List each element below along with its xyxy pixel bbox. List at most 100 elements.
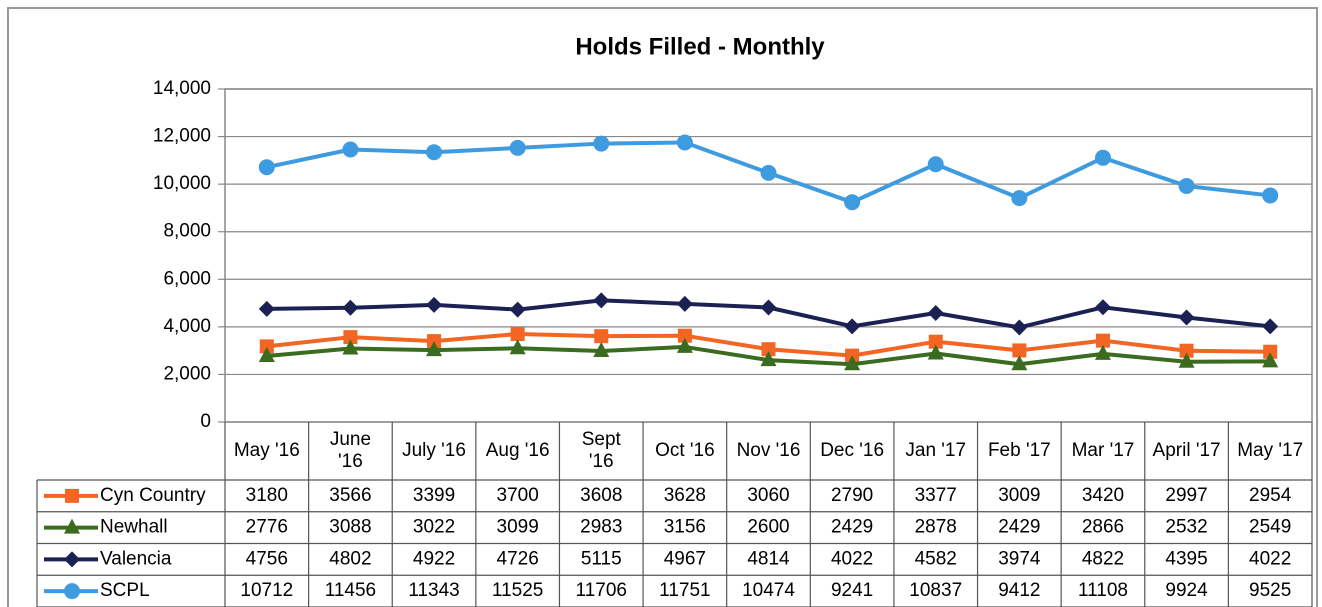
- marker: [1178, 309, 1195, 326]
- marker: [1263, 344, 1278, 359]
- table-value: 11751: [659, 580, 710, 601]
- y-tick-label: 10,000: [153, 173, 211, 194]
- table-value: 4395: [1165, 548, 1207, 569]
- marker: [426, 296, 443, 313]
- y-tick-label: 2,000: [163, 363, 211, 384]
- marker: [509, 301, 526, 318]
- marker: [676, 337, 693, 353]
- y-tick-label: 0: [200, 411, 211, 432]
- table-value: 2954: [1249, 485, 1292, 506]
- table-value: 5115: [581, 548, 622, 569]
- table-value: 3022: [413, 517, 455, 538]
- table-value: 3399: [413, 485, 455, 506]
- table-value: 3180: [246, 485, 288, 506]
- x-tick-label: Aug '16: [485, 440, 550, 461]
- marker: [1094, 344, 1111, 360]
- legend-marker: [64, 518, 80, 534]
- table-value: 2600: [747, 517, 789, 538]
- category-cell: May '17: [1237, 440, 1304, 461]
- table-value: 4022: [1249, 548, 1291, 569]
- marker: [509, 339, 526, 355]
- marker: [594, 329, 609, 344]
- marker: [593, 292, 610, 309]
- table-value: 4802: [329, 548, 371, 569]
- table-value: 11456: [325, 580, 376, 601]
- marker: [1011, 319, 1028, 336]
- marker: [1262, 187, 1279, 204]
- marker: [761, 342, 776, 357]
- x-tick-label: Dec '16: [820, 440, 885, 461]
- table-value: 3377: [915, 485, 957, 506]
- table-value: 3700: [497, 485, 539, 506]
- table-value: 3974: [998, 548, 1041, 569]
- x-tick-label: Sept '16: [581, 429, 621, 472]
- category-cell: Sept '16: [581, 429, 621, 472]
- table-value: 4756: [246, 548, 288, 569]
- legend-label: Cyn Country: [100, 485, 206, 506]
- y-tick-label: 6,000: [163, 268, 211, 289]
- marker: [760, 299, 777, 316]
- marker: [676, 295, 693, 312]
- category-cell: June '16: [330, 429, 371, 472]
- marker: [1095, 333, 1110, 348]
- marker: [426, 144, 443, 161]
- marker: [1094, 299, 1111, 316]
- x-tick-label: July '16: [402, 440, 466, 461]
- table-value: 2429: [998, 517, 1040, 538]
- marker: [1011, 355, 1028, 371]
- chart-title: Holds Filled - Monthly: [575, 33, 825, 60]
- marker: [844, 318, 861, 335]
- table-value: 9412: [998, 580, 1040, 601]
- table-value: 11706: [576, 580, 627, 601]
- table-value: 9525: [1249, 580, 1291, 601]
- category-cell: Dec '16: [820, 440, 885, 461]
- category-cell: May '16: [233, 440, 300, 461]
- x-tick-label: Nov '16: [736, 440, 801, 461]
- table-value: 2790: [831, 485, 873, 506]
- x-tick-label: April '17: [1152, 440, 1221, 461]
- marker: [927, 344, 944, 360]
- legend-label: Newhall: [100, 517, 168, 538]
- table-value: 2997: [1165, 485, 1207, 506]
- marker: [1011, 190, 1028, 207]
- x-tick-label: Oct '16: [655, 440, 715, 461]
- table-value: 11108: [1078, 580, 1128, 601]
- marker: [1178, 177, 1195, 194]
- table-value: 4582: [915, 548, 957, 569]
- table-value: 4814: [747, 548, 790, 569]
- table-value: 2776: [246, 517, 288, 538]
- legend-label: SCPL: [100, 580, 150, 601]
- table-value: 11525: [492, 580, 543, 601]
- x-tick-label: Jan '17: [905, 440, 967, 461]
- table-value: 10712: [240, 580, 293, 601]
- marker: [1262, 318, 1279, 335]
- marker: [342, 141, 359, 158]
- table-value: 2532: [1165, 517, 1207, 538]
- legend-marker: [64, 583, 80, 600]
- x-tick-label: May '16: [233, 440, 300, 461]
- marker: [844, 355, 861, 371]
- marker: [426, 341, 443, 357]
- marker: [1179, 343, 1194, 358]
- marker: [258, 346, 275, 362]
- marker: [1178, 352, 1195, 368]
- marker: [342, 339, 359, 355]
- legend-marker: [65, 488, 79, 503]
- marker: [259, 339, 274, 354]
- marker: [509, 139, 526, 156]
- marker: [760, 164, 777, 181]
- table-value: 3099: [497, 517, 539, 538]
- table-value: 10837: [909, 580, 962, 601]
- marker: [1262, 352, 1279, 368]
- y-tick-label: 8,000: [163, 221, 211, 242]
- table-value: 2983: [580, 517, 622, 538]
- table-value: 3420: [1082, 485, 1124, 506]
- plot-area: [224, 88, 1313, 423]
- x-tick-label: May '17: [1237, 440, 1304, 461]
- marker: [927, 156, 944, 173]
- marker: [258, 300, 275, 317]
- marker: [844, 194, 861, 211]
- marker: [760, 351, 777, 367]
